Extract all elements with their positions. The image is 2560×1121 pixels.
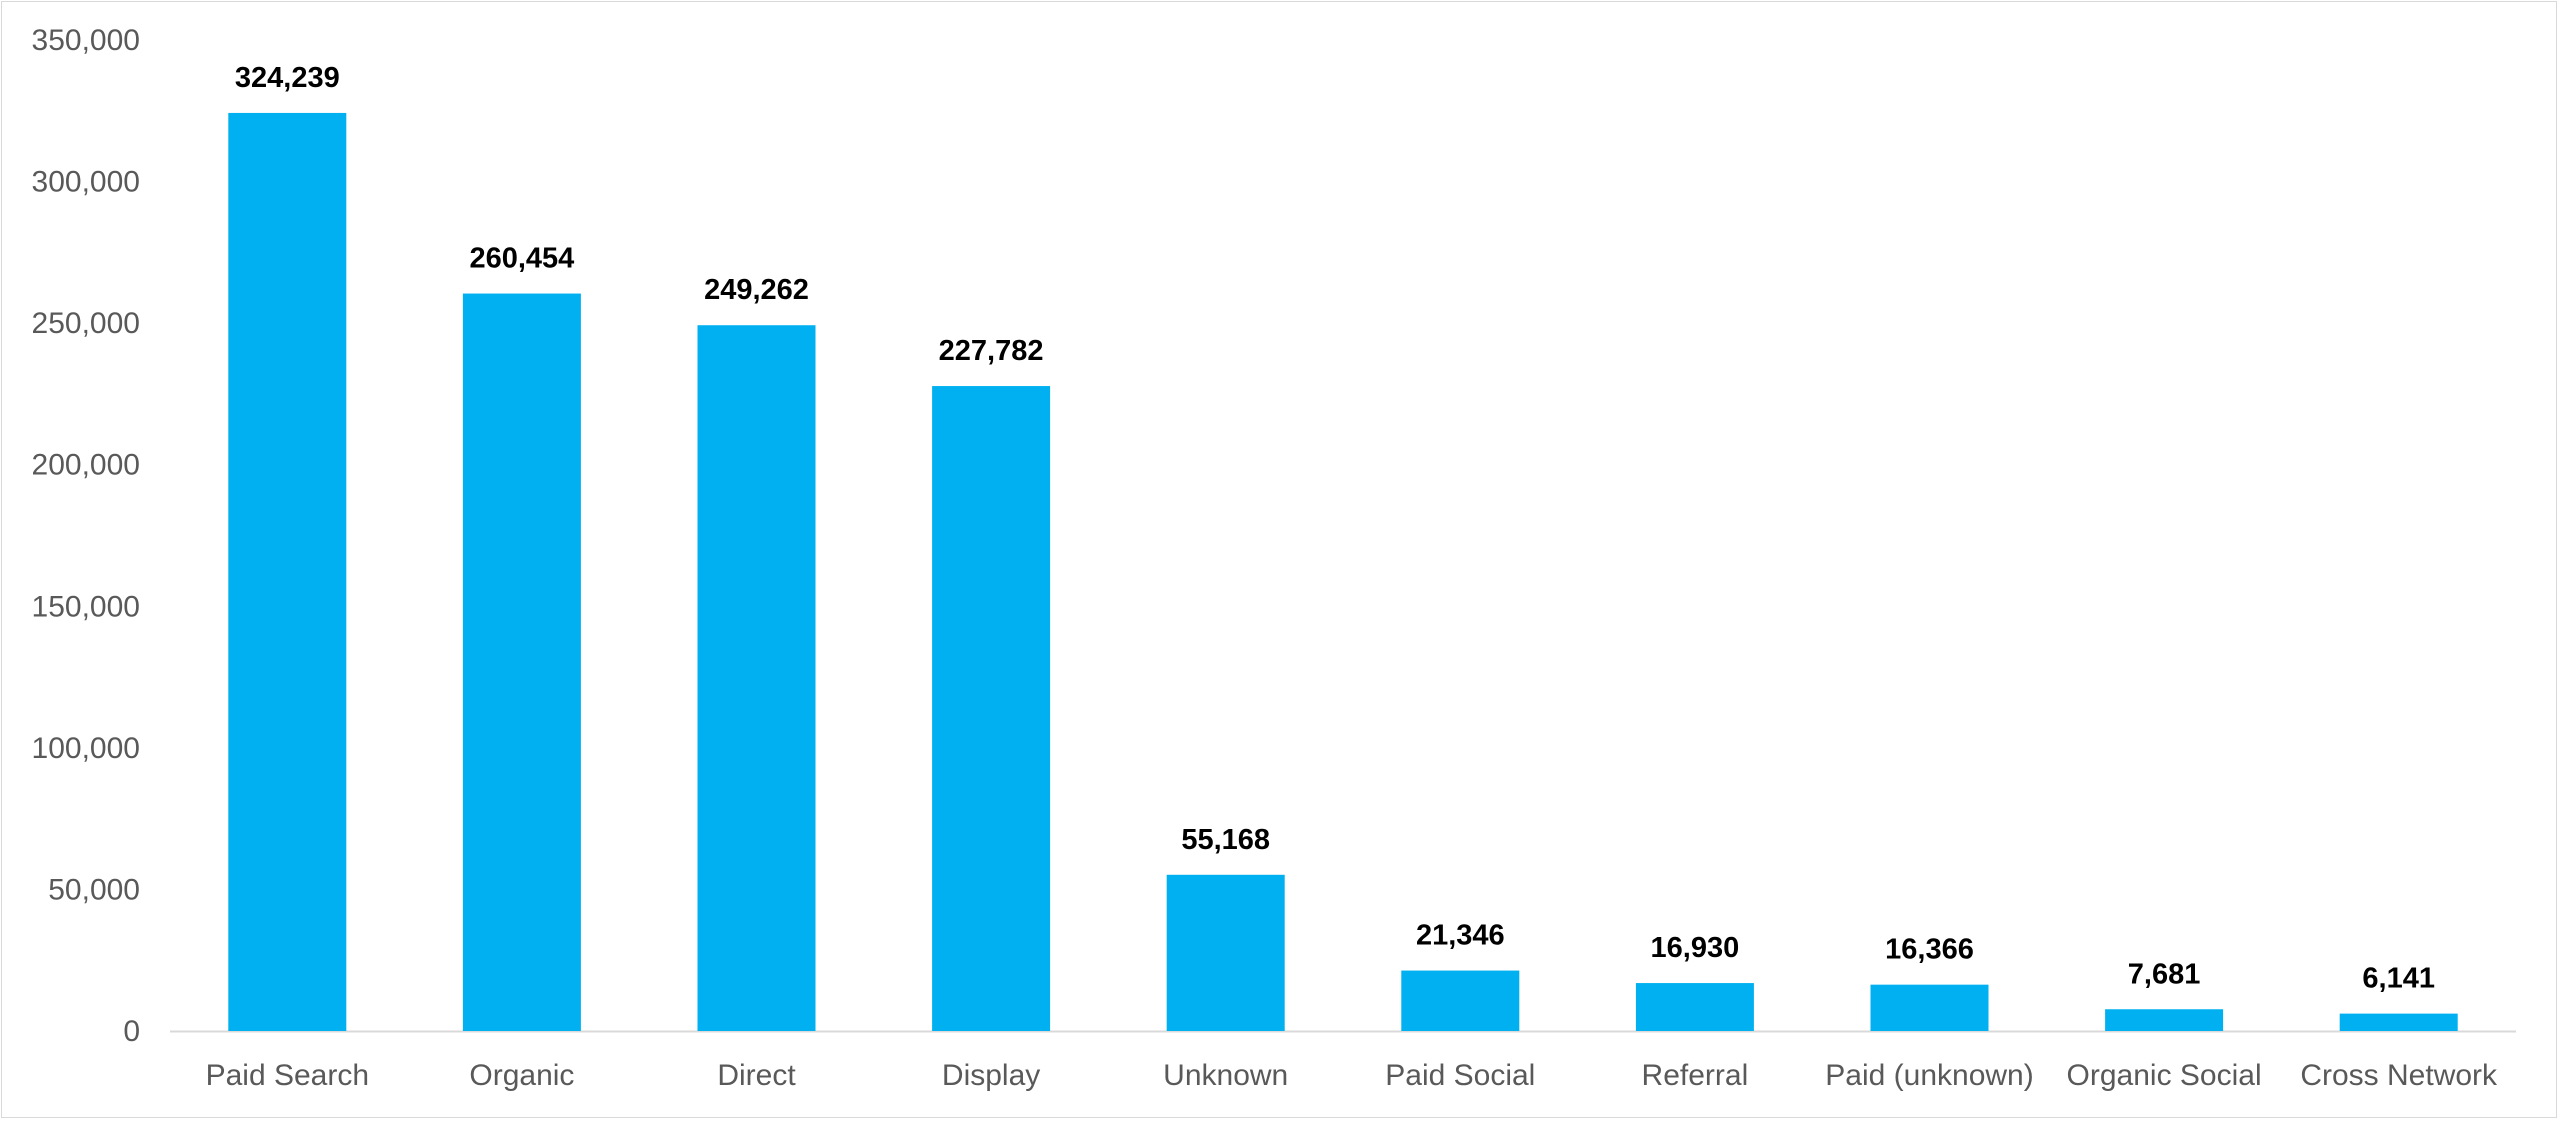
y-axis-labels: 0 50,000 100,000 150,000 200,000 250,000 300,0…: [32, 24, 140, 1048]
y-tick-label: 150,000: [32, 590, 140, 623]
data-label: 16,366: [1885, 934, 1974, 966]
data-label: 16,930: [1651, 932, 1740, 964]
bar: [228, 112, 347, 1031]
data-label: 21,346: [1416, 920, 1505, 952]
data-label: 227,782: [939, 335, 1044, 367]
y-tick-label: 100,000: [32, 732, 140, 765]
x-category-label: Unknown: [1163, 1059, 1288, 1092]
bar: [1166, 874, 1285, 1031]
bar: [2339, 1013, 2458, 1031]
y-tick-label: 0: [123, 1015, 140, 1048]
x-category-label: Paid Social: [1385, 1059, 1535, 1092]
data-label: 6,141: [2362, 963, 2435, 995]
x-category-label: Direct: [717, 1059, 796, 1092]
category-labels: Paid Search Organic Direct Display Unknown Pa…: [206, 1059, 2498, 1092]
x-category-label: Organic Social: [2067, 1059, 2262, 1092]
x-category-label: Referral: [1642, 1059, 1749, 1092]
bar: [1635, 983, 1754, 1031]
y-tick-label: 50,000: [48, 873, 140, 906]
data-label: 249,262: [704, 274, 809, 306]
bar: [1870, 984, 1989, 1031]
bar: [462, 293, 581, 1031]
y-tick-label: 350,000: [32, 24, 140, 57]
x-category-label: Paid (unknown): [1825, 1059, 2033, 1092]
bar: [1401, 970, 1520, 1031]
x-category-label: Organic: [469, 1059, 574, 1092]
y-tick-label: 300,000: [32, 166, 140, 199]
x-category-label: Display: [942, 1059, 1040, 1092]
bar: [697, 325, 816, 1032]
y-tick-label: 250,000: [32, 307, 140, 340]
bars: [228, 112, 2458, 1032]
data-label: 55,168: [1181, 824, 1270, 856]
x-category-label: Paid Search: [206, 1059, 369, 1092]
data-label: 324,239: [235, 62, 340, 94]
y-tick-label: 200,000: [32, 449, 140, 482]
data-labels: 324,239 260,454 249,262 227,782 55,168 21,346…: [235, 62, 2435, 995]
data-label: 260,454: [469, 243, 574, 275]
data-label: 7,681: [2128, 958, 2201, 990]
bar: [932, 386, 1051, 1032]
bar: [2105, 1009, 2224, 1031]
x-category-label: Cross Network: [2300, 1059, 2498, 1092]
